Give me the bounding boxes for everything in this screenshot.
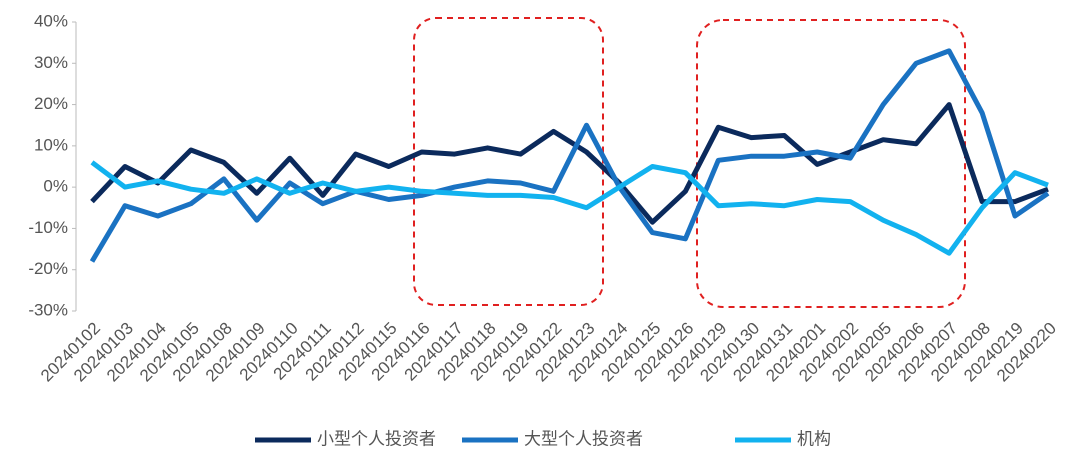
y-tick-label: -10% [28, 218, 68, 237]
series-line [90, 102, 1049, 225]
highlight-box [413, 17, 604, 306]
y-tick-label: -30% [28, 300, 68, 319]
y-tick-label: 40% [34, 11, 68, 30]
y-tick-label: 20% [34, 94, 68, 113]
legend-label: 小型个人投资者 [317, 429, 436, 448]
y-tick-label: 10% [34, 135, 68, 154]
series-line [90, 160, 1049, 256]
y-tick-label: 30% [34, 53, 68, 72]
series-line [89, 48, 1050, 263]
legend-label: 机构 [797, 429, 831, 448]
legend-label: 大型个人投资者 [524, 429, 643, 448]
highlight-box [696, 19, 966, 308]
y-tick-label: 0% [43, 177, 68, 196]
y-tick-label: -20% [28, 259, 68, 278]
